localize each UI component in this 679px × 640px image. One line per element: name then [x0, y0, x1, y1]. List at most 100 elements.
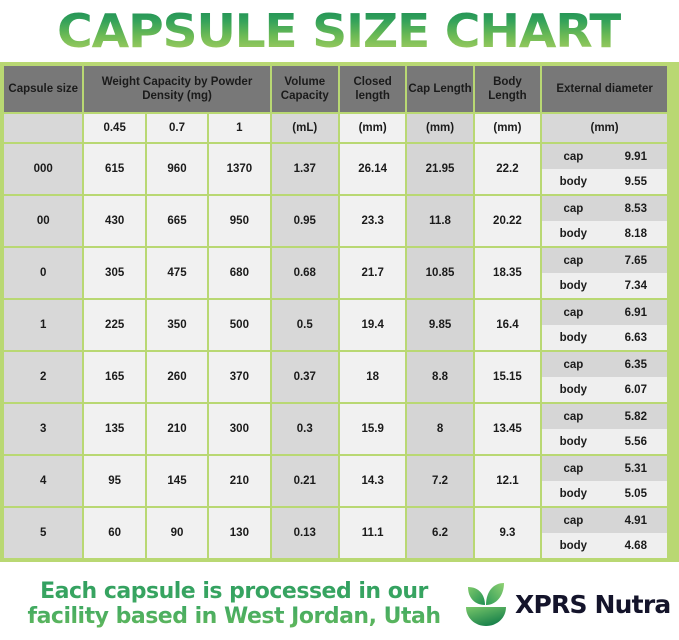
unit-cap-length: (mm): [407, 114, 473, 142]
cell-closed-length: 21.7: [339, 248, 406, 298]
external-body-row: body 6.07: [542, 377, 667, 402]
header-volume-capacity: Volume Capacity: [271, 66, 338, 112]
cell-capsule-size: 2: [4, 352, 83, 402]
external-diameter-subtable: cap 8.53 body 8.18: [542, 196, 667, 246]
cell-weight-1: 680: [209, 248, 270, 298]
cell-weight-07: 475: [146, 248, 208, 298]
cell-weight-045: 135: [84, 404, 145, 454]
cell-closed-length: 11.1: [339, 508, 406, 558]
leaf-bowl-icon: [464, 581, 508, 627]
table-header-row: Capsule size Weight Capacity by Powder D…: [4, 66, 667, 112]
unit-capsule-size: [4, 114, 83, 142]
unit-body-length: (mm): [474, 114, 541, 142]
unit-closed-length: (mm): [339, 114, 406, 142]
external-cap-label: cap: [542, 456, 605, 481]
external-body-row: body 8.18: [542, 221, 667, 246]
cell-external-diameter: cap 9.91 body 9.55: [542, 144, 667, 194]
external-cap-value: 8.53: [604, 196, 667, 221]
external-cap-label: cap: [542, 352, 605, 377]
cell-cap-length: 8: [407, 404, 473, 454]
unit-volume-capacity: (mL): [271, 114, 338, 142]
cell-weight-1: 210: [209, 456, 270, 506]
cell-closed-length: 14.3: [339, 456, 406, 506]
external-cap-row: cap 9.91: [542, 144, 667, 169]
cell-external-diameter: cap 4.91 body 4.68: [542, 508, 667, 558]
external-cap-row: cap 5.31: [542, 456, 667, 481]
cell-weight-1: 370: [209, 352, 270, 402]
table-row: 4 95 145 210 0.21 14.3 7.2 12.1 cap 5.31…: [4, 456, 667, 506]
cell-weight-1: 1370: [209, 144, 270, 194]
external-cap-value: 4.91: [604, 508, 667, 533]
external-cap-row: cap 6.91: [542, 300, 667, 325]
cell-external-diameter: cap 6.91 body 6.63: [542, 300, 667, 350]
external-cap-row: cap 5.82: [542, 404, 667, 429]
header-body-length: Body Length: [474, 66, 541, 112]
cell-capsule-size: 1: [4, 300, 83, 350]
cell-volume: 0.37: [271, 352, 338, 402]
external-cap-label: cap: [542, 508, 605, 533]
external-diameter-subtable: cap 5.82 body 5.56: [542, 404, 667, 454]
external-cap-row: cap 4.91: [542, 508, 667, 533]
cell-closed-length: 26.14: [339, 144, 406, 194]
cell-body-length: 15.15: [474, 352, 541, 402]
external-cap-value: 5.82: [604, 404, 667, 429]
table-row: 3 135 210 300 0.3 15.9 8 13.45 cap 5.82 …: [4, 404, 667, 454]
cell-external-diameter: cap 5.82 body 5.56: [542, 404, 667, 454]
external-cap-row: cap 8.53: [542, 196, 667, 221]
external-body-value: 5.56: [604, 429, 667, 454]
cell-weight-045: 95: [84, 456, 145, 506]
external-body-value: 6.63: [604, 325, 667, 350]
external-cap-label: cap: [542, 300, 605, 325]
external-cap-value: 5.31: [604, 456, 667, 481]
external-cap-row: cap 6.35: [542, 352, 667, 377]
external-body-value: 6.07: [604, 377, 667, 402]
cell-external-diameter: cap 8.53 body 8.18: [542, 196, 667, 246]
external-body-value: 5.05: [604, 481, 667, 506]
cell-cap-length: 6.2: [407, 508, 473, 558]
cell-weight-07: 350: [146, 300, 208, 350]
external-cap-row: cap 7.65: [542, 248, 667, 273]
cell-capsule-size: 000: [4, 144, 83, 194]
cell-capsule-size: 4: [4, 456, 83, 506]
external-body-row: body 5.05: [542, 481, 667, 506]
footer-tagline: Each capsule is processed in our facilit…: [14, 579, 454, 629]
cell-external-diameter: cap 6.35 body 6.07: [542, 352, 667, 402]
cell-weight-07: 665: [146, 196, 208, 246]
cell-cap-length: 8.8: [407, 352, 473, 402]
cell-cap-length: 7.2: [407, 456, 473, 506]
table-row: 1 225 350 500 0.5 19.4 9.85 16.4 cap 6.9…: [4, 300, 667, 350]
external-cap-value: 6.35: [604, 352, 667, 377]
header-closed-length: Closed length: [339, 66, 406, 112]
external-body-label: body: [542, 273, 605, 298]
external-body-row: body 9.55: [542, 169, 667, 194]
cell-capsule-size: 3: [4, 404, 83, 454]
page-title-text: CAPSULE SIZE CHART: [57, 4, 623, 58]
table-row: 00 430 665 950 0.95 23.3 11.8 20.22 cap …: [4, 196, 667, 246]
cell-weight-1: 300: [209, 404, 270, 454]
cell-capsule-size: 5: [4, 508, 83, 558]
external-body-row: body 7.34: [542, 273, 667, 298]
cell-body-length: 20.22: [474, 196, 541, 246]
external-cap-label: cap: [542, 404, 605, 429]
external-diameter-subtable: cap 9.91 body 9.55: [542, 144, 667, 194]
external-body-label: body: [542, 533, 605, 558]
cell-weight-07: 260: [146, 352, 208, 402]
cell-weight-045: 430: [84, 196, 145, 246]
external-body-value: 7.34: [604, 273, 667, 298]
cell-capsule-size: 0: [4, 248, 83, 298]
header-cap-length: Cap Length: [407, 66, 473, 112]
unit-external-diameter: (mm): [542, 114, 667, 142]
external-diameter-subtable: cap 6.35 body 6.07: [542, 352, 667, 402]
external-diameter-subtable: cap 7.65 body 7.34: [542, 248, 667, 298]
cell-volume: 0.5: [271, 300, 338, 350]
external-body-value: 9.55: [604, 169, 667, 194]
external-body-label: body: [542, 169, 605, 194]
cell-weight-07: 210: [146, 404, 208, 454]
external-diameter-subtable: cap 6.91 body 6.63: [542, 300, 667, 350]
cell-body-length: 12.1: [474, 456, 541, 506]
cell-closed-length: 23.3: [339, 196, 406, 246]
cell-volume: 0.95: [271, 196, 338, 246]
header-capsule-size: Capsule size: [4, 66, 83, 112]
external-body-label: body: [542, 325, 605, 350]
external-body-label: body: [542, 377, 605, 402]
